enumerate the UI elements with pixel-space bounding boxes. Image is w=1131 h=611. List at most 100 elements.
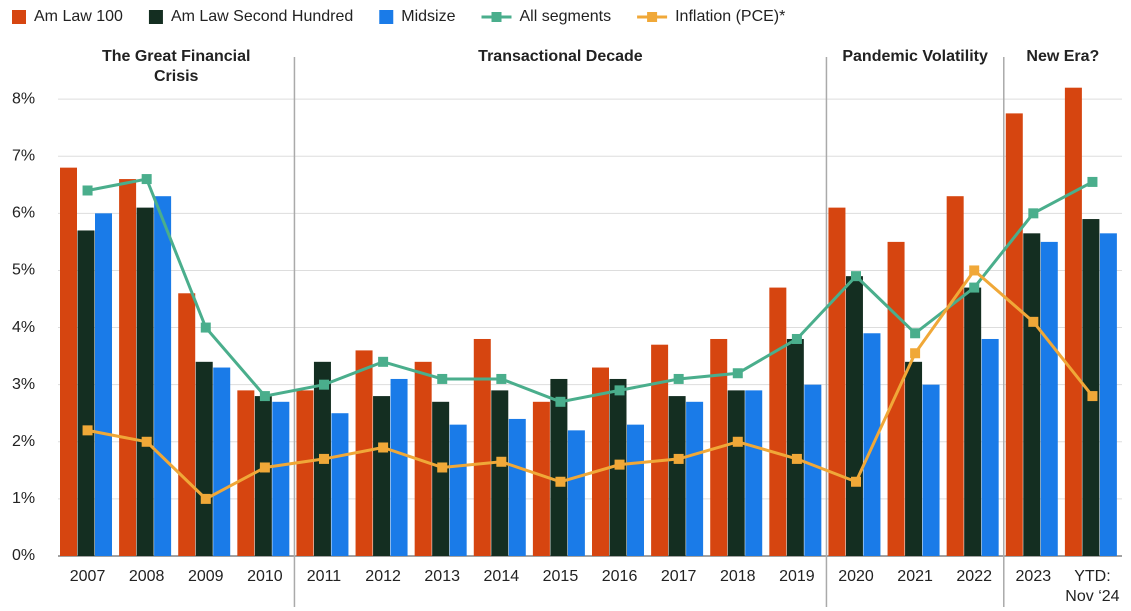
- y-tick-label: 4%: [12, 319, 35, 336]
- bar: [1023, 233, 1041, 557]
- y-tick-label: 0%: [12, 547, 35, 564]
- x-tick-label: 2012: [365, 568, 401, 585]
- x-tick-label-box: 2014: [484, 568, 520, 585]
- x-tick-label-box: 2019: [779, 568, 815, 585]
- bar: [651, 344, 669, 556]
- x-tick-label: 2018: [719, 568, 756, 585]
- line-marker: [555, 396, 566, 407]
- bar: [727, 390, 745, 556]
- x-tick-label-box: 2007: [69, 568, 106, 585]
- line-marker: [1087, 391, 1098, 402]
- bar: [355, 350, 373, 556]
- bar: [1040, 241, 1058, 556]
- line-marker: [555, 476, 566, 487]
- bar: [331, 413, 349, 556]
- bar: [745, 390, 763, 556]
- y-tick-label: 5%: [12, 262, 35, 279]
- x-tick-label: 2017: [660, 568, 697, 585]
- bar: [1099, 233, 1117, 557]
- line-marker: [141, 436, 152, 447]
- line-series: [87, 268, 1094, 501]
- bar: [60, 167, 77, 556]
- bar: [905, 361, 923, 556]
- period-annotation-box: New Era?: [1026, 48, 1100, 65]
- x-tick-label-box: 2008: [129, 568, 165, 585]
- period-annotation: New Era?: [1026, 48, 1100, 65]
- x-tick-label-box: 2022: [956, 568, 992, 585]
- bar: [532, 401, 550, 556]
- line-marker: [259, 462, 270, 473]
- period-annotation-box: Pandemic Volatility: [842, 48, 988, 65]
- line-marker: [496, 456, 507, 467]
- bar: [237, 390, 255, 556]
- line-series: [87, 177, 1094, 404]
- line-marker: [673, 453, 684, 464]
- x-tick-label-box: 2020: [838, 568, 874, 585]
- line-marker: [141, 174, 152, 185]
- x-tick-label-box: 2011: [307, 568, 341, 585]
- x-tick-label: 2016: [601, 568, 638, 585]
- line-marker: [82, 425, 93, 436]
- bar: [567, 430, 585, 556]
- line-marker: [319, 453, 329, 464]
- bar: [769, 287, 787, 556]
- line-marker: [1028, 316, 1039, 327]
- x-tick-label: 2007: [69, 568, 106, 585]
- bar: [154, 196, 172, 556]
- bar: [922, 384, 940, 556]
- legend-swatch: [491, 12, 502, 22]
- bar: [136, 207, 154, 556]
- legend-swatch: [12, 10, 26, 24]
- line-marker: [259, 391, 270, 402]
- bar: [946, 196, 964, 556]
- x-tick-label: 2023: [1015, 568, 1052, 585]
- x-tick-label: 2015: [542, 568, 579, 585]
- line-marker: [437, 462, 448, 473]
- bar: [254, 396, 272, 556]
- x-tick-label-box: 2023: [1015, 568, 1052, 585]
- x-tick-label-box: YTD: Nov ‘24: [1065, 568, 1119, 605]
- line-marker: [82, 185, 93, 196]
- line-marker: [673, 373, 684, 384]
- y-tick-label: 8%: [12, 90, 35, 107]
- bar: [845, 276, 863, 556]
- bar: [592, 367, 609, 556]
- x-tick-label-box: 2010: [247, 568, 283, 585]
- bar: [373, 396, 391, 556]
- y-tick-label: 2%: [12, 433, 35, 450]
- period-annotation: Pandemic Volatility: [842, 48, 988, 65]
- line-marker: [200, 493, 211, 504]
- period-annotation: Transactional Decade: [478, 48, 643, 65]
- bar: [1005, 113, 1023, 556]
- x-tick-label: 2009: [187, 568, 224, 585]
- period-annotation: The Great Financial Crisis: [101, 48, 251, 85]
- bar: [804, 384, 822, 556]
- line-marker: [319, 379, 329, 390]
- line-marker: [496, 373, 507, 384]
- line-marker: [910, 328, 921, 339]
- line-marker: [910, 348, 921, 359]
- legend-label: Am Law Second Hundred: [171, 8, 353, 25]
- bar: [786, 338, 804, 556]
- bar: [668, 396, 686, 556]
- bar: [627, 424, 644, 556]
- bar: [296, 390, 314, 556]
- y-tick-label: 6%: [12, 205, 35, 222]
- legend-swatch: [148, 10, 163, 24]
- period-annotation-box: The Great Financial Crisis: [101, 48, 251, 85]
- line-marker: [614, 459, 625, 470]
- line-marker: [851, 476, 861, 487]
- bar: [1064, 87, 1082, 556]
- line-marker: [969, 265, 980, 276]
- bar: [964, 287, 982, 556]
- bar: [449, 424, 467, 556]
- line-marker: [614, 385, 625, 396]
- x-tick-label: 2022: [956, 568, 992, 585]
- x-tick-label: 2013: [424, 568, 460, 585]
- line-marker: [378, 356, 389, 367]
- bar: [414, 361, 432, 556]
- line-marker: [732, 368, 743, 379]
- bar: [119, 179, 137, 557]
- line-marker: [1028, 208, 1039, 219]
- x-tick-label-box: 2016: [601, 568, 638, 585]
